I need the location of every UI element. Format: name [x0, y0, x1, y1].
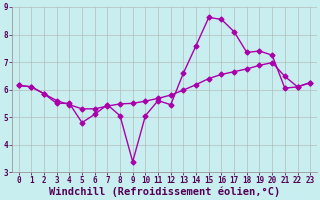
X-axis label: Windchill (Refroidissement éolien,°C): Windchill (Refroidissement éolien,°C)	[49, 186, 280, 197]
